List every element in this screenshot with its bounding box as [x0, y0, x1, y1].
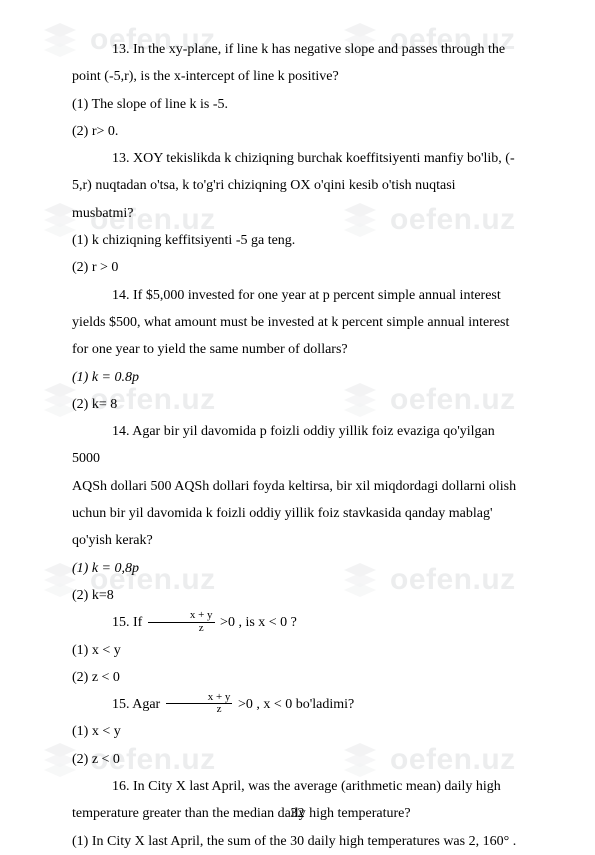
q14-en-opt1: (1) k = 0.8p	[72, 364, 523, 391]
q14-en-line1: 14. If $5,000 invested for one year at p…	[72, 282, 523, 309]
q15-uz-opt2: (2) z < 0	[72, 746, 523, 773]
q14-uz-line4: qo'yish kerak?	[72, 527, 523, 554]
q14-uz-opt2: (2) k=8	[72, 582, 523, 609]
q14-uz-opt1: (1) k = 0,8p	[72, 555, 523, 582]
q16-en-opt1: (1) In City X last April, the sum of the…	[72, 828, 523, 855]
q15-en-line1: 15. If x + yz >0 , is x < 0 ?	[72, 609, 523, 636]
fraction: x + yz	[148, 610, 215, 634]
q13-uz-opt1: (1) k chiziqning keffitsiyenti -5 ga ten…	[72, 227, 523, 254]
q16-en-line2: temperature greater than the median dail…	[72, 800, 523, 827]
q15-uz-opt1: (1) x < y	[72, 718, 523, 745]
q15-en-opt2: (2) z < 0	[72, 664, 523, 691]
q13-en-line1: 13. In the xy-plane, if line k has negat…	[72, 36, 523, 63]
q13-uz-line2: 5,r) nuqtadan o'tsa, k to'g'ri chiziqnin…	[72, 172, 523, 199]
q14-en-line2: yields $500, what amount must be investe…	[72, 309, 523, 336]
q14-uz-line3: uchun bir yil davomida k foizli oddiy yi…	[72, 500, 523, 527]
q14-uz-line1: 14. Agar bir yil davomida p foizli oddiy…	[72, 418, 523, 473]
q15-en-opt1: (1) x < y	[72, 637, 523, 664]
q15-uz-line1: 15. Agar x + yz >0 , x < 0 bo'ladimi?	[72, 691, 523, 718]
q13-uz-line1: 13. XOY tekislikda k chiziqning burchak …	[72, 145, 523, 172]
q13-en-opt1: (1) The slope of line k is -5.	[72, 91, 523, 118]
q13-en-line2: point (-5,r), is the x-intercept of line…	[72, 63, 523, 90]
q13-uz-line3: musbatmi?	[72, 200, 523, 227]
q14-en-opt2: (2) k= 8	[72, 391, 523, 418]
fraction: x + yz	[166, 692, 233, 716]
q14-uz-line2: AQSh dollari 500 AQSh dollari foyda kelt…	[72, 473, 523, 500]
q13-uz-opt2: (2) r > 0	[72, 254, 523, 281]
q13-en-opt2: (2) r> 0.	[72, 118, 523, 145]
q14-en-line3: for one year to yield the same number of…	[72, 336, 523, 363]
page-content: 13. In the xy-plane, if line k has negat…	[0, 0, 595, 855]
q16-en-line1: 16. In City X last April, was the averag…	[72, 773, 523, 800]
